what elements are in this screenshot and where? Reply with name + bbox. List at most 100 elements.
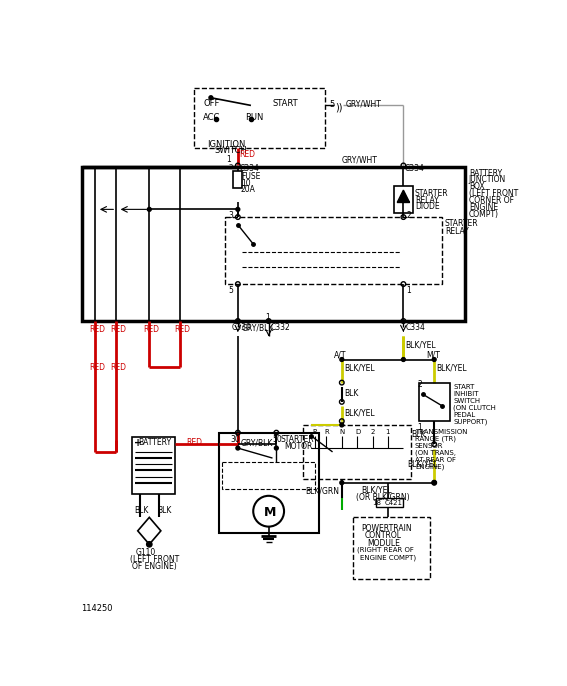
Text: MODULE: MODULE [367,539,400,548]
Bar [376,498,403,508]
Bar [194,88,325,147]
Text: 2: 2 [229,164,233,170]
Text: START: START [454,384,475,390]
Circle shape [401,357,405,362]
Text: SENSOR: SENSOR [415,442,443,449]
Text: BLK: BLK [134,506,148,514]
Text: SUPPORT): SUPPORT) [454,419,488,425]
Text: BLK: BLK [411,430,425,439]
Text: 18: 18 [373,499,382,506]
Text: RUN: RUN [246,113,264,122]
Text: RED: RED [186,438,202,447]
Text: 1: 1 [386,429,390,435]
Text: (OR BLK/GRN): (OR BLK/GRN) [356,493,409,501]
Text: INHIBIT: INHIBIT [454,391,479,397]
Text: 1: 1 [417,423,422,431]
Circle shape [340,423,344,427]
Text: IGNITION: IGNITION [207,140,246,149]
Bar [132,436,175,495]
Text: BLK/YEL: BLK/YEL [437,364,467,372]
Text: BATTERY: BATTERY [138,438,172,447]
Text: STARTER: STARTER [445,220,479,228]
Text: RED: RED [239,150,255,159]
Text: G110: G110 [136,548,156,557]
Circle shape [147,542,152,547]
Text: 3: 3 [229,211,234,220]
Text: C332: C332 [270,323,290,332]
Text: JUNCTION: JUNCTION [469,176,506,185]
Text: RELAY: RELAY [415,196,439,204]
Text: 2: 2 [417,380,422,390]
Text: STARTER: STARTER [280,435,314,444]
Text: 10: 10 [241,178,251,187]
Bar [233,171,243,188]
Text: C330: C330 [232,323,252,332]
Circle shape [340,357,344,362]
Text: OFF: OFF [203,99,219,108]
Text: ENGINE COMPT): ENGINE COMPT) [359,554,416,561]
Text: RED: RED [110,364,126,372]
Text: BATTERY: BATTERY [469,169,502,178]
Text: BLK/YEL: BLK/YEL [407,460,438,469]
Text: STARTER: STARTER [415,189,448,198]
Text: (LEFT FRONT: (LEFT FRONT [469,189,518,198]
Text: RED: RED [174,325,190,334]
Text: C334: C334 [406,323,426,332]
Text: C334: C334 [239,164,259,173]
Text: M: M [264,506,276,519]
Text: P: P [312,429,316,435]
Text: 1: 1 [265,314,269,322]
Text: GRY/WHT: GRY/WHT [346,99,382,108]
Text: 2: 2 [407,211,411,220]
Circle shape [209,96,213,99]
Text: ACC: ACC [203,113,221,122]
Text: (LEFT FRONT: (LEFT FRONT [130,555,179,564]
Text: RED: RED [89,364,105,372]
Text: 1: 1 [226,155,231,164]
Text: (ON CLUTCH: (ON CLUTCH [454,405,496,412]
Bar [394,187,413,213]
Bar [303,425,411,479]
Circle shape [432,357,436,362]
Circle shape [274,446,278,450]
Text: C421: C421 [384,499,402,506]
Text: )): )) [336,102,343,113]
Circle shape [432,481,436,484]
Text: CORNER OF: CORNER OF [469,196,514,205]
Text: START: START [273,99,298,108]
Text: GRY/BLK: GRY/BLK [240,438,273,447]
Bar [225,217,442,284]
Text: GRY/WHT: GRY/WHT [342,156,378,165]
Text: 5: 5 [229,285,234,294]
Text: CONTROL: CONTROL [365,531,402,541]
Circle shape [147,207,151,211]
Text: 114250: 114250 [82,604,113,613]
Text: 2: 2 [370,429,375,435]
Text: BLK/GRN: BLK/GRN [305,486,339,495]
Text: RED: RED [110,325,126,334]
Text: N: N [340,429,345,435]
Text: POWERTRAIN: POWERTRAIN [361,523,412,532]
Bar [82,167,465,321]
Text: 50: 50 [273,435,282,444]
Text: SWITCH: SWITCH [454,398,481,404]
Circle shape [236,207,240,211]
Text: (RIGHT REAR OF: (RIGHT REAR OF [357,547,414,553]
Text: COMPT): COMPT) [469,210,499,219]
Text: C334: C334 [405,164,425,173]
Text: +: + [134,438,142,448]
Bar [353,517,430,579]
Text: BLK/YEL: BLK/YEL [344,408,375,417]
Text: 5: 5 [329,100,335,109]
Text: M/T: M/T [426,351,441,359]
Text: PEDAL: PEDAL [454,412,476,418]
Circle shape [340,481,344,484]
Text: RANGE (TR): RANGE (TR) [415,436,456,442]
Text: BLK/YEL: BLK/YEL [406,340,437,349]
Bar [419,383,450,421]
Text: R: R [324,429,329,435]
Text: BLK: BLK [157,506,171,514]
Text: 20A: 20A [241,185,256,193]
Text: AT REAR OF: AT REAR OF [415,457,456,462]
Bar [222,462,315,489]
